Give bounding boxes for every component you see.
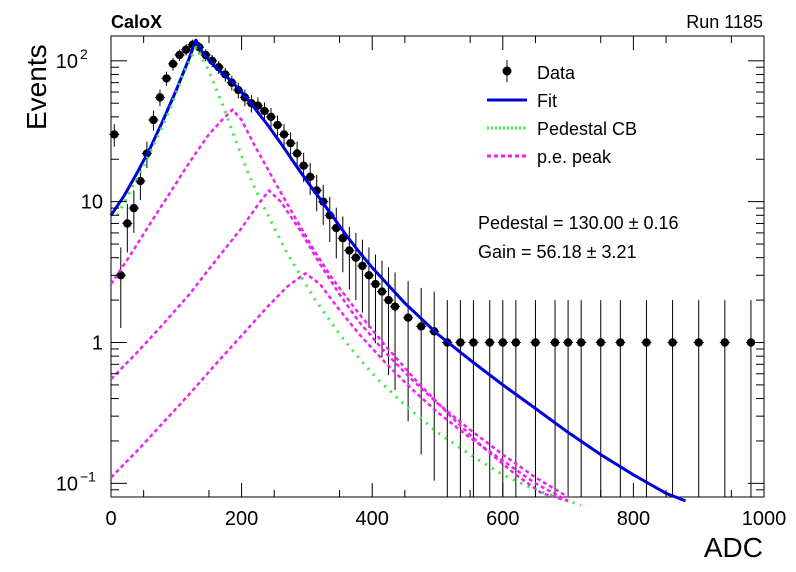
data-point <box>531 338 540 347</box>
plot-frame-group <box>110 35 765 498</box>
data-point <box>351 253 361 262</box>
fit-result-pedestal: Pedestal = 130.00 ± 0.16 <box>478 213 679 233</box>
data-point <box>498 338 507 347</box>
y-tick-label: 1 <box>92 333 103 355</box>
data-point <box>720 338 730 347</box>
x-tick-label: 1000 <box>742 508 787 530</box>
header-right-label: Run 1185 <box>686 12 763 32</box>
y-axis-label: Events <box>21 44 52 130</box>
data-point <box>305 172 315 182</box>
legend: Data Fit Pedestal CB p.e. peak <box>487 60 637 167</box>
fit-result-gain: Gain = 56.18 ± 3.21 <box>478 242 637 262</box>
data-point <box>358 261 367 271</box>
pe-peak-line <box>110 189 569 499</box>
header-left-label: CaloX <box>111 12 162 32</box>
data-point <box>563 338 573 347</box>
data-point <box>279 130 289 139</box>
data-point <box>403 313 413 322</box>
data-point <box>642 338 651 347</box>
x-tick-label: 0 <box>105 508 116 530</box>
data-point <box>511 338 521 347</box>
data-point <box>286 139 295 148</box>
data-point <box>371 279 380 289</box>
y-tick-label: 10 <box>56 473 78 495</box>
pedestal-cb-line <box>116 45 582 507</box>
data-point <box>155 93 165 102</box>
data-point <box>377 287 387 296</box>
data-point <box>338 234 348 243</box>
data-point <box>616 338 625 347</box>
plot-frame <box>110 35 765 498</box>
data-point <box>273 120 282 130</box>
y-tick-label: 10 <box>81 192 103 214</box>
data-point <box>576 338 586 347</box>
data-point <box>668 338 677 347</box>
data-point <box>175 50 184 60</box>
data-point <box>364 271 374 280</box>
data-point <box>485 338 494 347</box>
x-tick-label: 200 <box>225 508 258 530</box>
data-point <box>390 302 400 311</box>
data-point <box>299 161 308 170</box>
x-axis-label: ADC <box>704 532 763 563</box>
data-point <box>162 74 171 83</box>
data-point <box>416 322 426 331</box>
data-point <box>456 338 465 347</box>
pe-peak-line <box>110 272 569 503</box>
x-tick-label: 400 <box>356 508 389 530</box>
y-tick-label: 10 <box>56 51 78 73</box>
data-point <box>345 246 354 255</box>
data-point <box>168 59 178 69</box>
data-point <box>550 338 560 347</box>
data-point <box>266 112 276 122</box>
x-tick-label: 800 <box>617 508 650 530</box>
data-point <box>694 338 703 347</box>
fit-results: Pedestal = 130.00 ± 0.16 Gain = 56.18 ± … <box>478 213 679 262</box>
legend-symbol-data <box>502 66 512 76</box>
legend-label-pe-peak: p.e. peak <box>537 147 612 167</box>
y-tick-exponent: −1 <box>80 468 96 484</box>
data-point <box>123 219 132 228</box>
pe-peak-line <box>109 108 569 503</box>
y-tick-exponent: 2 <box>80 46 88 62</box>
data-point <box>181 45 191 54</box>
data-point <box>260 106 269 116</box>
data-point <box>469 338 478 347</box>
fit-line <box>109 38 687 503</box>
data-point <box>136 176 145 186</box>
data-point <box>129 203 139 213</box>
legend-label-pedestal: Pedestal CB <box>537 119 637 139</box>
series-group <box>109 38 756 507</box>
data-point <box>596 338 605 347</box>
data-point <box>149 115 158 125</box>
data-point <box>116 271 125 280</box>
data-point <box>292 149 302 158</box>
legend-label-data: Data <box>537 63 576 83</box>
legend-label-fit: Fit <box>537 91 557 111</box>
data-point <box>384 295 393 305</box>
x-tick-label: 600 <box>486 508 519 530</box>
